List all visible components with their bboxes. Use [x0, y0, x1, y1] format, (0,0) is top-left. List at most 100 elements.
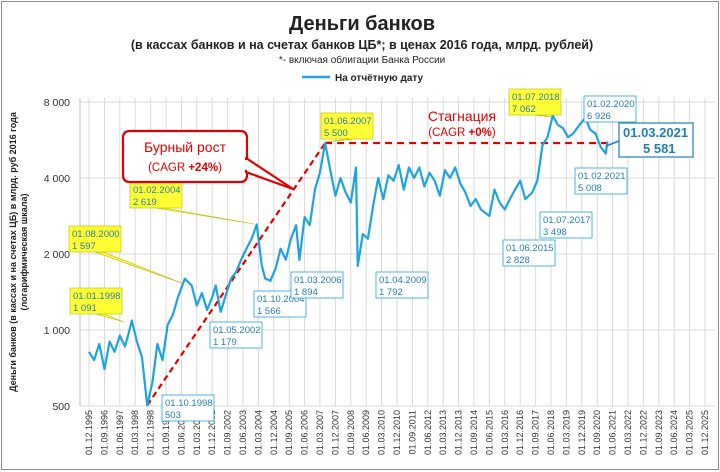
annotation-value: 2 619: [133, 197, 157, 208]
x-tick-label: 01.09.2020: [592, 410, 602, 455]
annotation-pointer: [534, 114, 552, 118]
legend-label: На отчётную дату: [335, 73, 424, 84]
annotation-value: 1 894: [294, 287, 318, 298]
x-tick-label: 01.03.2022: [623, 410, 633, 455]
annotation-value: 3 498: [543, 227, 567, 238]
x-tick-label: 01.03.2016: [500, 410, 510, 455]
x-tick-label: 01.03.2010: [377, 410, 387, 455]
annotation-date: 01.02.2020: [587, 99, 635, 110]
annotation-box: [290, 271, 344, 299]
annotation-box: [161, 394, 215, 422]
callout-growth: Бурный рост (CAGR +24%): [121, 129, 295, 191]
annotation-value: 6 926: [587, 111, 611, 122]
annotation-box: [502, 239, 556, 267]
x-tick-label: 01.09.2002: [223, 410, 233, 455]
x-tick-label: 01.09.1996: [99, 410, 109, 455]
x-tick-label: 01.06.2009: [361, 410, 371, 455]
annotation-date: 01.02.2021: [578, 171, 626, 182]
annotation-value: 2 828: [506, 255, 530, 266]
annotation-box: [129, 181, 183, 209]
x-tick-label: 01.09.2011: [407, 410, 417, 454]
annotation-value: 1 179: [213, 337, 237, 348]
annotation-box: [574, 167, 628, 195]
annotation-value: 7 062: [512, 104, 536, 115]
annotation-value: 1 566: [257, 306, 281, 317]
x-tick-label: 01.06.1997: [115, 410, 125, 455]
annotation-date: 01.06.2007: [324, 116, 372, 127]
annotation-date: 01.07.2017: [543, 215, 591, 226]
chart-subtitle: (в кассах банков и на счетах банков ЦБ*;…: [131, 38, 593, 52]
annotation-date: 01.02.2004: [133, 185, 181, 196]
callout-growth-box: [121, 129, 249, 184]
trend-lines: [146, 141, 613, 406]
annotation-date: 01.10.1998: [165, 398, 213, 409]
annotation-date: 01.01.1998: [73, 291, 121, 302]
x-tick-label: 01.12.2004: [269, 410, 279, 455]
annotation-date: 01.03.2021: [623, 125, 688, 140]
annotation-value: 5 008: [578, 183, 602, 194]
x-tick-label: 01.06.2000: [176, 410, 186, 455]
y-tick-label: 8 000: [44, 97, 70, 109]
x-tick-label: 01.12.1995: [84, 410, 94, 455]
callout-stagnation-title: Стагнация: [428, 108, 496, 124]
callout-stagnation-cagr: (CAGR +0%): [428, 127, 496, 139]
annotation-date: 01.10.2004: [257, 294, 305, 305]
y-tick-label: 4 000: [44, 173, 70, 185]
x-tick-label: 01.06.2003: [238, 410, 248, 455]
x-tick-label: 01.12.1998: [146, 410, 156, 455]
x-tick-label: 01.06.2021: [608, 410, 618, 455]
x-tick-label: 01.09.2017: [531, 410, 541, 455]
x-tick-label: 01.03.2007: [315, 410, 325, 455]
annotation-pointer: [94, 251, 185, 285]
y-axis-label: Деньги банков (в кассах и на счетах ЦБ) …: [8, 111, 18, 392]
x-tick-label: 01.09.2005: [284, 410, 294, 455]
y-tick-label: 2 000: [44, 249, 70, 261]
annotation-value: 1 597: [72, 241, 96, 252]
legend: На отчётную дату: [302, 73, 424, 84]
annotation-value: 1 792: [379, 287, 403, 298]
annotation-value: 5 581: [643, 141, 676, 156]
callout-growth-cagr: (CAGR +24%): [148, 162, 222, 174]
annotation-value: 503: [165, 410, 181, 421]
annotation-box: [209, 321, 263, 349]
callout-stagnation: Стагнация (CAGR +0%): [428, 108, 496, 139]
x-tick-label: 01.06.2024: [669, 410, 679, 455]
x-tick-label: 01.06.2015: [484, 410, 494, 455]
annotation-date: 01.08.2000: [72, 229, 120, 240]
x-tick-label: 01.12.2013: [454, 410, 464, 455]
annotation-box: [508, 88, 562, 116]
x-tick-label: 01.12.2010: [392, 410, 402, 455]
x-tick-label: 01.03.2025: [685, 410, 695, 455]
x-tick-label: 01.09.2014: [469, 410, 479, 455]
x-tick-label: 01.03.2001: [192, 410, 202, 455]
x-tick-label: 01.03.2013: [438, 410, 448, 455]
x-tick-label: 01.06.2018: [546, 410, 556, 455]
annotation-box: [618, 122, 694, 158]
annotation-box: [69, 287, 123, 315]
annotation-value: 5 500: [324, 128, 348, 139]
x-tick-label: 01.12.2019: [577, 410, 587, 455]
y-axis-ticks: 500 1 000 2 000 4 000 8 000: [44, 97, 70, 413]
x-tick-label: 01.12.2025: [700, 410, 710, 455]
chart-title: Деньги банков: [289, 13, 435, 35]
annotation-box: [539, 211, 593, 239]
annotation-value: 1 091: [73, 303, 97, 314]
callout-growth-pointer: [244, 156, 295, 191]
x-tick-label: 01.09.2008: [346, 410, 356, 455]
